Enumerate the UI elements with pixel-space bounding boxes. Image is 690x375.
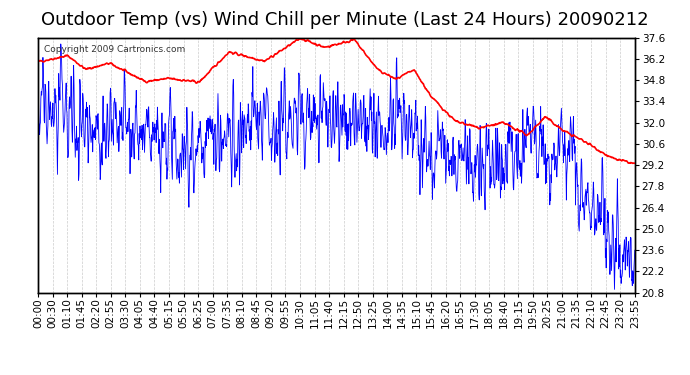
Text: Outdoor Temp (vs) Wind Chill per Minute (Last 24 Hours) 20090212: Outdoor Temp (vs) Wind Chill per Minute … (41, 11, 649, 29)
Text: Copyright 2009 Cartronics.com: Copyright 2009 Cartronics.com (44, 45, 185, 54)
